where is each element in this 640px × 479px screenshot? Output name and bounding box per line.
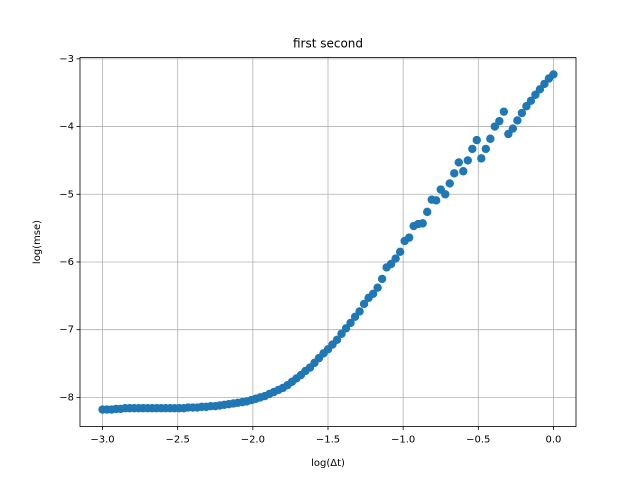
point bbox=[346, 318, 355, 328]
y-tick-label: −4 bbox=[59, 122, 74, 133]
point bbox=[418, 219, 427, 228]
point bbox=[454, 158, 463, 167]
point bbox=[445, 179, 454, 188]
y-tick-label: −8 bbox=[59, 392, 74, 403]
y-tick-label: −5 bbox=[59, 189, 74, 200]
x-tick-label: −1.0 bbox=[391, 435, 415, 446]
x-tick-label: −2.0 bbox=[241, 435, 265, 446]
x-tick-label: −2.5 bbox=[166, 435, 190, 446]
chart-title: first second bbox=[293, 37, 363, 51]
point bbox=[499, 107, 509, 116]
y-tick-label: −6 bbox=[59, 257, 74, 268]
point bbox=[477, 154, 486, 163]
point bbox=[526, 96, 536, 106]
point bbox=[359, 299, 369, 309]
y-tick-label: −7 bbox=[59, 325, 74, 336]
point bbox=[481, 144, 491, 154]
x-axis-label: log(Δt) bbox=[311, 458, 345, 469]
point bbox=[513, 116, 522, 125]
point bbox=[355, 307, 364, 316]
point bbox=[468, 144, 477, 154]
point bbox=[332, 335, 342, 345]
point bbox=[441, 190, 450, 199]
point bbox=[517, 108, 527, 118]
x-tick-label: 0.0 bbox=[546, 435, 562, 446]
y-axis-label: log(mse) bbox=[32, 220, 43, 264]
point bbox=[486, 134, 495, 143]
x-tick-label: −0.5 bbox=[466, 435, 490, 446]
point bbox=[459, 167, 468, 176]
point bbox=[404, 233, 414, 242]
point bbox=[373, 283, 382, 292]
point bbox=[423, 207, 432, 217]
point bbox=[368, 289, 378, 298]
point bbox=[432, 196, 441, 205]
x-tick-label: −1.5 bbox=[316, 435, 340, 446]
point bbox=[508, 124, 518, 133]
point bbox=[377, 274, 387, 284]
point bbox=[472, 135, 481, 145]
point bbox=[549, 70, 558, 79]
marks-layer bbox=[98, 70, 558, 414]
point bbox=[495, 116, 504, 126]
point bbox=[391, 254, 400, 263]
point bbox=[463, 156, 472, 165]
y-tick-label: −3 bbox=[59, 54, 74, 65]
point bbox=[450, 169, 459, 178]
x-tick-label: −3.0 bbox=[90, 435, 114, 446]
point bbox=[395, 247, 405, 257]
